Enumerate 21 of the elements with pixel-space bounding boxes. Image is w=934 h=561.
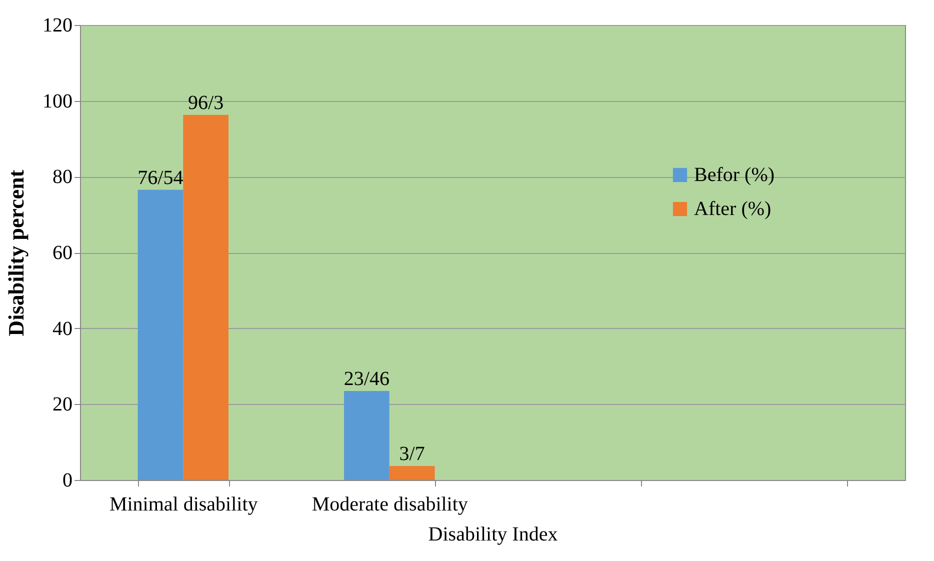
y-tick-label: 40: [52, 318, 72, 340]
y-tick-label: 60: [52, 242, 72, 264]
legend-label: After (%): [694, 198, 772, 220]
data-label: 96/3: [188, 92, 224, 114]
bar: [344, 391, 390, 480]
y-tick-label: 80: [52, 166, 72, 188]
y-tick-label: 120: [42, 14, 72, 36]
data-label: 76/54: [138, 166, 184, 189]
data-label: 3/7: [399, 442, 425, 465]
x-tick-label: Moderate disability: [312, 494, 468, 516]
y-tick-label: 20: [52, 394, 72, 416]
bar: [389, 466, 435, 480]
bar: [183, 114, 228, 480]
y-tick-label: 100: [42, 90, 72, 112]
data-label: 23/46: [344, 368, 390, 390]
y-tick-label: 0: [62, 470, 72, 492]
bar: [138, 190, 184, 480]
legend-label: Befor (%): [694, 164, 775, 186]
x-axis-title: Disability Index: [428, 524, 558, 546]
y-axis-title: Disability percent: [4, 169, 28, 336]
x-tick-label: Minimal disability: [109, 494, 258, 516]
